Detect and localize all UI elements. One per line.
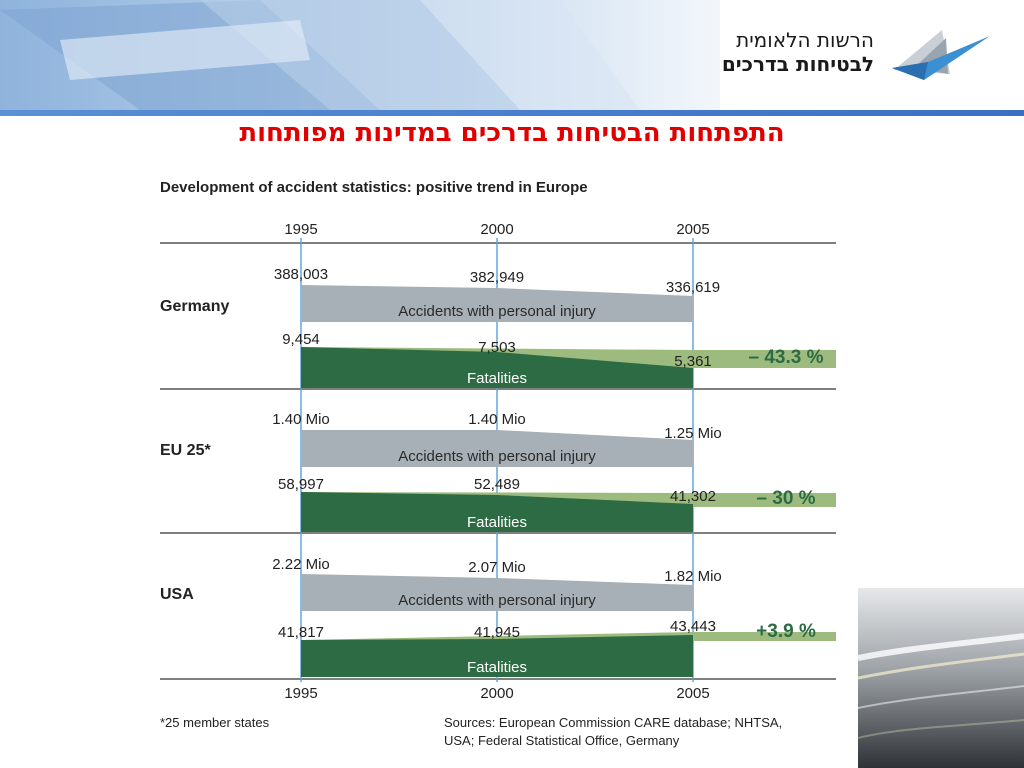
header-banner-graphic	[0, 0, 1024, 110]
chart-group: Germany Accidents with personal injury Fat…	[160, 266, 836, 388]
accidents-value-label: 2.22 Mio	[272, 556, 330, 573]
fatalities-area	[301, 347, 693, 388]
fatalities-value-label: 9,454	[282, 331, 320, 348]
year-label-top: 2005	[676, 221, 709, 238]
road-lights-photo-graphic	[858, 588, 1024, 768]
group-name: Germany	[160, 298, 229, 315]
chart-rules	[160, 242, 836, 680]
accidents-area	[301, 574, 693, 611]
chart-sources: Sources: European Commission CARE databa…	[444, 715, 782, 748]
fatalities-value-label: 43,443	[670, 618, 716, 635]
fatalities-value-label: 52,489	[474, 476, 520, 493]
fatalities-value-label: 58,997	[278, 476, 324, 493]
accidents-value-label: 336,619	[666, 279, 720, 296]
chart-title: Development of accident statistics: posi…	[160, 179, 588, 196]
slide-title: התפתחות הבטיחות בדרכים במדינות מפותחות	[239, 118, 785, 148]
fatalities-value-label: 7,503	[478, 339, 516, 356]
accidents-value-label: 1.82 Mio	[664, 568, 722, 585]
year-label-top: 2000	[480, 221, 513, 238]
change-label: +3.9 %	[756, 621, 816, 642]
accidents-area-label: Accidents with personal injury	[398, 592, 596, 609]
change-label: – 43.3 %	[749, 347, 824, 368]
chart-groups: Germany Accidents with personal injury Fat…	[160, 266, 836, 677]
accidents-value-label: 382,949	[470, 269, 524, 286]
sources-line1: Sources: European Commission CARE databa…	[444, 715, 782, 730]
group-name: EU 25*	[160, 442, 211, 459]
accidents-value-label: 1.25 Mio	[664, 425, 722, 442]
fatalities-area	[301, 492, 693, 532]
accidents-area-label: Accidents with personal injury	[398, 303, 596, 320]
fatalities-value-label: 5,361	[674, 353, 712, 370]
fatalities-area-label: Fatalities	[467, 370, 527, 387]
accidents-value-label: 1.40 Mio	[468, 411, 526, 428]
year-axis-labels: 1995 1995 2000 2000 2005 2005	[284, 221, 709, 702]
fatalities-area-label: Fatalities	[467, 514, 527, 531]
change-label: – 30 %	[756, 488, 815, 509]
logo-line2: לבטיחות בדרכים	[721, 52, 874, 76]
accidents-area	[301, 285, 693, 322]
logo-text: הרשות הלאומית לבטיחות בדרכים	[722, 28, 874, 76]
chart-footnote: *25 member states	[160, 715, 270, 730]
header-divider	[0, 110, 1024, 116]
year-label-bottom: 2000	[480, 685, 513, 702]
chart-group: EU 25* Accidents with personal injury Fata…	[160, 411, 836, 532]
sources-line2: USA; Federal Statistical Office, Germany	[444, 733, 680, 748]
accidents-value-label: 2.07 Mio	[468, 559, 526, 576]
group-name: USA	[160, 586, 194, 603]
year-label-bottom: 1995	[284, 685, 317, 702]
checkmark-triangle-logo-icon	[892, 30, 990, 80]
chart-group: USA Accidents with personal injury Fatalit…	[160, 556, 836, 677]
fatalities-value-label: 41,945	[474, 624, 520, 641]
fatalities-value-label: 41,817	[278, 624, 324, 641]
accidents-value-label: 1.40 Mio	[272, 411, 330, 428]
year-label-top: 1995	[284, 221, 317, 238]
logo-line1: הרשות הלאומית	[736, 28, 874, 52]
fatalities-area	[301, 635, 693, 677]
fatalities-value-label: 41,302	[670, 488, 716, 505]
accidents-area	[301, 430, 693, 467]
fatalities-area-label: Fatalities	[467, 659, 527, 676]
accidents-value-label: 388,003	[274, 266, 328, 283]
accidents-area-label: Accidents with personal injury	[398, 448, 596, 465]
year-label-bottom: 2005	[676, 685, 709, 702]
